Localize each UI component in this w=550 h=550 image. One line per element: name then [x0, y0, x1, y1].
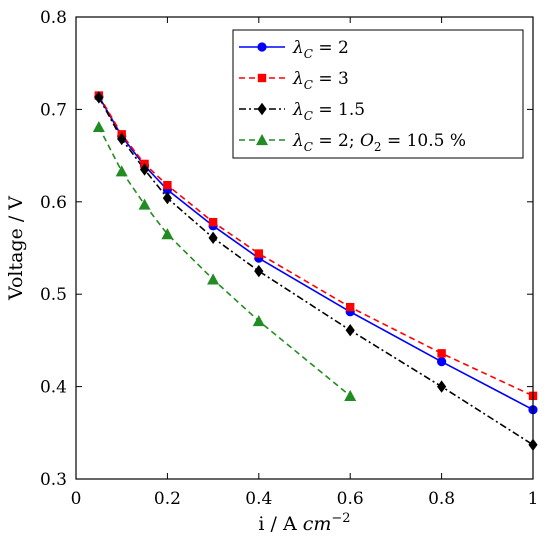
data-point-s2-5 [208, 217, 218, 227]
x-title-prefix: i / A [258, 513, 302, 535]
y-tick-label: 0.3 [40, 470, 67, 490]
data-point-s4-3 [138, 198, 151, 210]
data-point-s3-7 [345, 324, 355, 337]
x-tick-label: 0.2 [154, 489, 181, 509]
data-point-s3-5 [208, 231, 218, 245]
y-tick-label: 0.5 [40, 285, 67, 305]
data-point-s4-1 [92, 120, 105, 133]
legend-marker-3 [257, 102, 267, 116]
data-point-s2-6 [254, 249, 263, 258]
data-point-s3-6 [254, 264, 264, 278]
legend-box [232, 29, 524, 159]
legend-label-1: λC = 2 [292, 38, 349, 61]
legend-label-3: λC = 1.5 [292, 100, 365, 123]
data-point-s2-7 [346, 302, 355, 312]
axis-ticks [75, 16, 534, 480]
data-point-s4-7 [344, 389, 357, 401]
data-point-s3-4 [162, 191, 172, 205]
data-point-s2-4 [163, 180, 172, 190]
data-point-s4-5 [207, 273, 220, 285]
tick-labels: 0 0.2 0.4 0.6 0.8 1 0.3 0.4 0.5 0.6 0.7 0.8 [40, 8, 538, 509]
x-tick-label: 0 [71, 489, 82, 509]
y-tick-label: 0.6 [40, 193, 67, 213]
legend-marker-4 [256, 134, 268, 146]
legend-label-2: λC = 3 [292, 69, 349, 92]
data-point-s2-8 [437, 349, 446, 358]
y-axis-title: Voltage / V [5, 196, 27, 301]
data-point-s4-4 [161, 228, 174, 240]
data-point-s3-3 [139, 163, 150, 176]
data-point-s4-6 [252, 314, 265, 327]
x-axis-title: i / A cm−2 [258, 511, 350, 535]
x-title-unit: cm [303, 513, 332, 535]
x-tick-label: 1 [528, 489, 539, 509]
plot-frame [75, 16, 534, 480]
data-point-s3-2 [117, 132, 127, 146]
data-point-s3-8 [437, 380, 447, 393]
x-title-exponent: −2 [331, 511, 350, 526]
legend-marker-1 [257, 42, 267, 52]
y-tick-label: 0.8 [40, 8, 67, 28]
data-point-s4-2 [115, 165, 128, 177]
y-tick-label: 0.4 [40, 378, 67, 398]
x-tick-label: 0.4 [245, 489, 272, 509]
legend: λC = 2 λC = 3 λC = 1.5 λC = 2; O2 = 10.5 % [232, 29, 524, 159]
legend-label-4: λC = 2; O2 = 10.5 % [292, 131, 466, 154]
data-point-s1-8 [437, 357, 447, 367]
legend-marker-2 [257, 73, 267, 83]
plot-markers [92, 91, 538, 452]
x-tick-label: 0.6 [337, 489, 364, 509]
data-point-s3-1 [94, 91, 104, 104]
y-tick-label: 0.7 [40, 100, 67, 120]
x-tick-label: 0.8 [428, 489, 455, 509]
